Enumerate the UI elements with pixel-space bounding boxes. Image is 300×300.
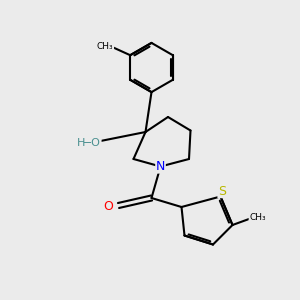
Text: H─O: H─O <box>77 137 101 148</box>
Text: N: N <box>156 160 165 173</box>
Text: CH₃: CH₃ <box>249 213 266 222</box>
Text: S: S <box>218 184 226 198</box>
Text: CH₃: CH₃ <box>97 42 114 51</box>
Text: O: O <box>104 200 113 214</box>
